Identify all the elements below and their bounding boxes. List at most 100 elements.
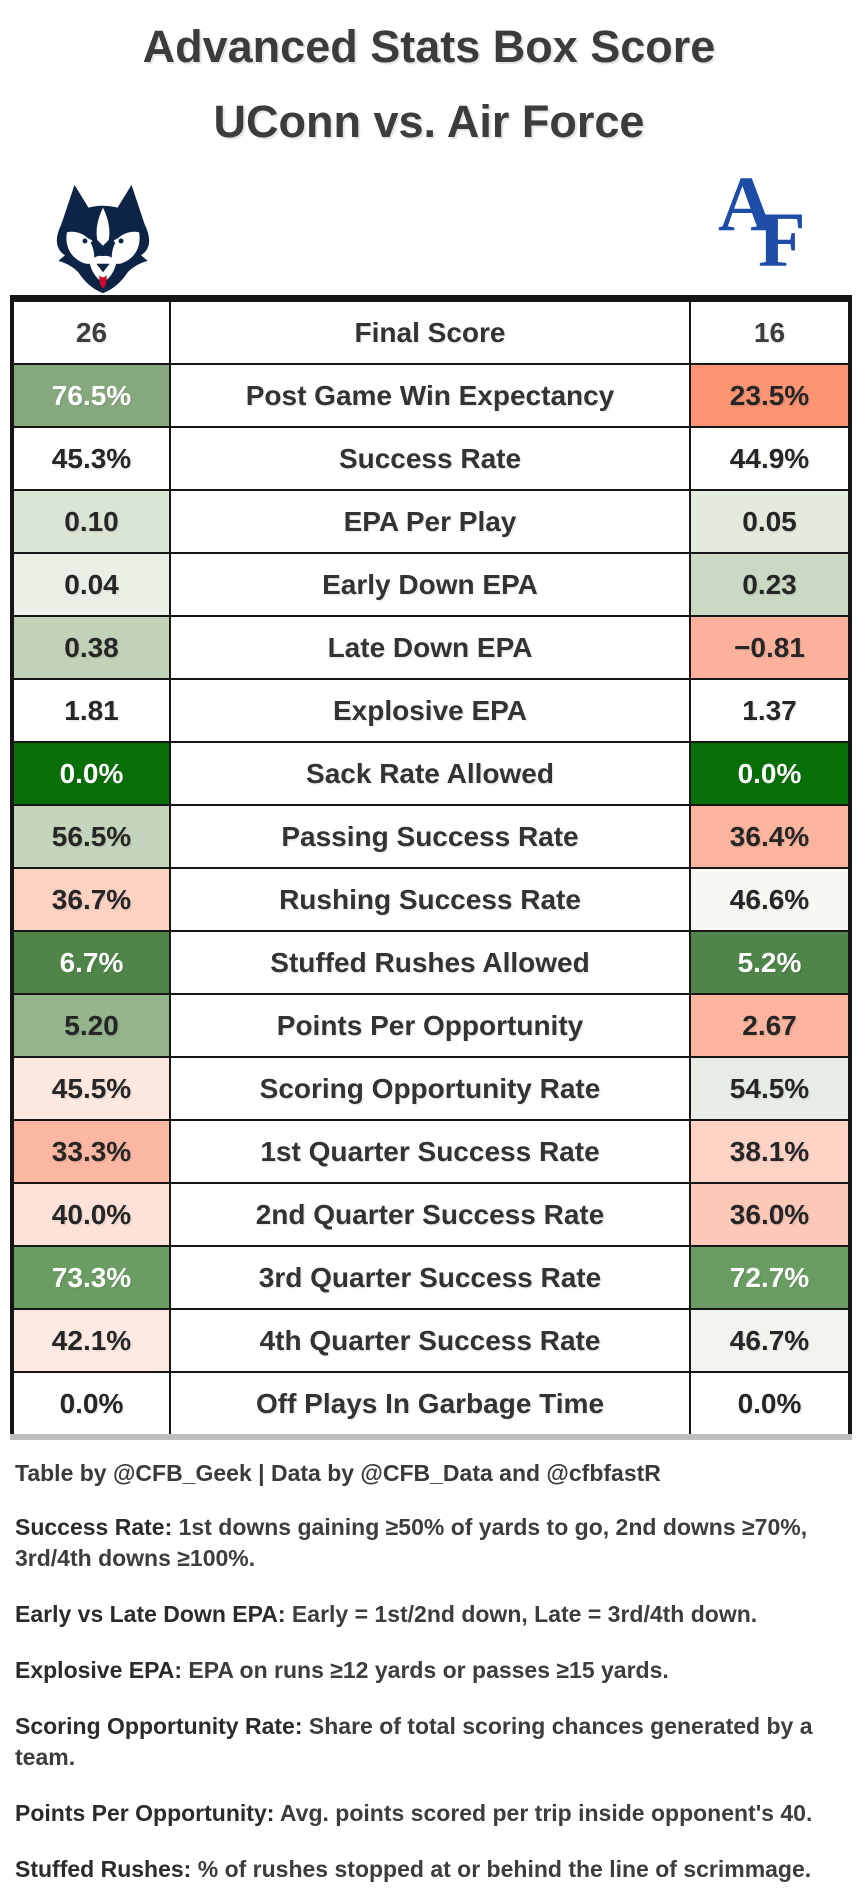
- metric-label-cell: Final Score: [169, 297, 691, 365]
- home-value-cell: 0.10: [11, 489, 171, 554]
- metric-label-cell: Points Per Opportunity: [169, 993, 691, 1058]
- away-value-cell: 54.5%: [689, 1056, 851, 1121]
- matchup-subtitle: UConn vs. Air Force: [213, 96, 645, 147]
- home-value-cell: 0.04: [11, 552, 171, 617]
- footer-notes: Table by @CFB_Geek | Data by @CFB_Data a…: [15, 1460, 839, 1885]
- page-title: Advanced Stats Box Score: [142, 21, 716, 72]
- away-value-cell: 72.7%: [689, 1245, 851, 1310]
- away-value-cell: 36.0%: [689, 1182, 851, 1247]
- metric-label-cell: 1st Quarter Success Rate: [169, 1119, 691, 1184]
- home-value-cell: 0.0%: [11, 1371, 171, 1438]
- table-row: 0.0% Sack Rate Allowed 0.0%: [11, 741, 851, 806]
- table-row: 6.7% Stuffed Rushes Allowed 5.2%: [11, 930, 851, 995]
- glossary-note: Early vs Late Down EPA: Early = 1st/2nd …: [15, 1599, 839, 1630]
- away-value-cell: 1.37: [689, 678, 851, 743]
- away-value-cell: 46.6%: [689, 867, 851, 932]
- home-value-cell: 45.5%: [11, 1056, 171, 1121]
- metric-label-cell: Post Game Win Expectancy: [169, 363, 691, 428]
- table-row: 0.10 EPA Per Play 0.05: [11, 489, 851, 554]
- glossary-note: Points Per Opportunity: Avg. points scor…: [15, 1798, 839, 1829]
- table-row: 0.04 Early Down EPA 0.23: [11, 552, 851, 617]
- glossary-term: Points Per Opportunity:: [15, 1800, 275, 1826]
- metric-label-cell: 4th Quarter Success Rate: [169, 1308, 691, 1373]
- glossary-note: Scoring Opportunity Rate: Share of total…: [15, 1711, 839, 1773]
- home-value-cell: 0.0%: [11, 741, 171, 806]
- table-row: 56.5% Passing Success Rate 36.4%: [11, 804, 851, 869]
- metric-label-cell: 3rd Quarter Success Rate: [169, 1245, 691, 1310]
- metric-label-cell: Late Down EPA: [169, 615, 691, 680]
- metric-label-cell: Success Rate: [169, 426, 691, 491]
- table-row: 1.81 Explosive EPA 1.37: [11, 678, 851, 743]
- away-value-cell: 0.05: [689, 489, 851, 554]
- metric-label-cell: Passing Success Rate: [169, 804, 691, 869]
- glossary-term: Success Rate:: [15, 1514, 173, 1540]
- glossary-note: Stuffed Rushes: % of rushes stopped at o…: [15, 1854, 839, 1885]
- table-row: 36.7% Rushing Success Rate 46.6%: [11, 867, 851, 932]
- metric-label-cell: Sack Rate Allowed: [169, 741, 691, 806]
- glossary-term: Scoring Opportunity Rate:: [15, 1713, 303, 1739]
- glossary-definition: % of rushes stopped at or behind the lin…: [191, 1856, 812, 1882]
- home-value-cell: 45.3%: [11, 426, 171, 491]
- away-value-cell: 0.0%: [689, 741, 851, 806]
- home-value-cell: 56.5%: [11, 804, 171, 869]
- away-value-cell: 23.5%: [689, 363, 851, 428]
- away-value-cell: 5.2%: [689, 930, 851, 995]
- air-force-af-logo: A F: [718, 165, 822, 297]
- table-row: 0.0% Off Plays In Garbage Time 0.0%: [11, 1371, 851, 1438]
- home-value-cell: 36.7%: [11, 867, 171, 932]
- table-row: 5.20 Points Per Opportunity 2.67: [11, 993, 851, 1058]
- af-logo-letter-f: F: [758, 196, 806, 283]
- metric-label-cell: 2nd Quarter Success Rate: [169, 1182, 691, 1247]
- home-value-cell: 33.3%: [11, 1119, 171, 1184]
- advanced-stats-table: 26 Final Score 16 76.5% Post Game Win Expect…: [10, 295, 852, 1440]
- home-value-cell: 5.20: [11, 993, 171, 1058]
- table-row: 26 Final Score 16: [11, 297, 851, 365]
- credit-line: Table by @CFB_Geek | Data by @CFB_Data a…: [15, 1460, 661, 1486]
- team-logos-row: A F: [0, 165, 858, 298]
- home-value-cell: 26: [11, 297, 171, 365]
- home-value-cell: 73.3%: [11, 1245, 171, 1310]
- glossary-definition: Early = 1st/2nd down, Late = 3rd/4th dow…: [285, 1601, 758, 1627]
- home-value-cell: 40.0%: [11, 1182, 171, 1247]
- table-row: 42.1% 4th Quarter Success Rate 46.7%: [11, 1308, 851, 1373]
- away-value-cell: 2.67: [689, 993, 851, 1058]
- glossary-note: Success Rate: 1st downs gaining ≥50% of …: [15, 1512, 839, 1574]
- home-value-cell: 76.5%: [11, 363, 171, 428]
- table-row: 0.38 Late Down EPA −0.81: [11, 615, 851, 680]
- glossary-definition: 1st downs gaining ≥50% of yards to go, 2…: [15, 1514, 808, 1571]
- table-row: 45.3% Success Rate 44.9%: [11, 426, 851, 491]
- home-value-cell: 6.7%: [11, 930, 171, 995]
- glossary-term: Explosive EPA:: [15, 1657, 183, 1683]
- glossary-term: Early vs Late Down EPA:: [15, 1601, 286, 1627]
- away-value-cell: 46.7%: [689, 1308, 851, 1373]
- glossary-definition: Avg. points scored per trip inside oppon…: [274, 1800, 813, 1826]
- table-row: 73.3% 3rd Quarter Success Rate 72.7%: [11, 1245, 851, 1310]
- glossary-definition: Share of total scoring chances generated…: [15, 1713, 813, 1770]
- metric-label-cell: Scoring Opportunity Rate: [169, 1056, 691, 1121]
- home-value-cell: 0.38: [11, 615, 171, 680]
- glossary-notes: Success Rate: 1st downs gaining ≥50% of …: [15, 1512, 839, 1885]
- glossary-note: Explosive EPA: EPA on runs ≥12 yards or …: [15, 1655, 839, 1686]
- metric-label-cell: EPA Per Play: [169, 489, 691, 554]
- away-value-cell: 0.0%: [689, 1371, 851, 1438]
- away-value-cell: 44.9%: [689, 426, 851, 491]
- af-logo-letter-a: A: [718, 160, 775, 247]
- home-value-cell: 1.81: [11, 678, 171, 743]
- metric-label-cell: Explosive EPA: [169, 678, 691, 743]
- table-row: 76.5% Post Game Win Expectancy 23.5%: [11, 363, 851, 428]
- home-value-cell: 42.1%: [11, 1308, 171, 1373]
- metric-label-cell: Rushing Success Rate: [169, 867, 691, 932]
- glossary-definition: EPA on runs ≥12 yards or passes ≥15 yard…: [182, 1657, 669, 1683]
- metric-label-cell: Off Plays In Garbage Time: [169, 1371, 691, 1438]
- uconn-husky-logo: [56, 184, 150, 294]
- table-row: 33.3% 1st Quarter Success Rate 38.1%: [11, 1119, 851, 1184]
- glossary-term: Stuffed Rushes:: [15, 1856, 192, 1882]
- table-row: 40.0% 2nd Quarter Success Rate 36.0%: [11, 1182, 851, 1247]
- away-value-cell: 36.4%: [689, 804, 851, 869]
- away-value-cell: 38.1%: [689, 1119, 851, 1184]
- metric-label-cell: Early Down EPA: [169, 552, 691, 617]
- away-value-cell: −0.81: [689, 615, 851, 680]
- metric-label-cell: Stuffed Rushes Allowed: [169, 930, 691, 995]
- away-value-cell: 0.23: [689, 552, 851, 617]
